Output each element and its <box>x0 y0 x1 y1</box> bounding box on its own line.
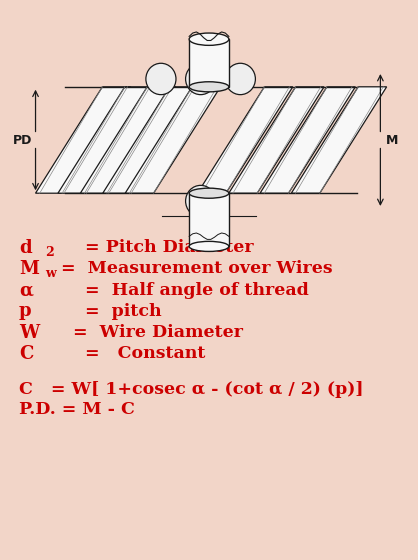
Ellipse shape <box>189 82 229 92</box>
Polygon shape <box>229 87 324 193</box>
Text: PD: PD <box>13 133 32 147</box>
Ellipse shape <box>189 33 229 45</box>
Ellipse shape <box>225 63 255 95</box>
Polygon shape <box>58 87 153 193</box>
Ellipse shape <box>186 63 216 95</box>
Bar <box>189 193 229 246</box>
Polygon shape <box>80 87 176 193</box>
Text: w: w <box>45 267 56 281</box>
Text: =  Half angle of thread: = Half angle of thread <box>61 282 308 298</box>
Ellipse shape <box>146 63 176 95</box>
Text: C: C <box>19 345 33 363</box>
Polygon shape <box>36 87 131 193</box>
Text: W: W <box>202 197 216 210</box>
Text: = Pitch Diameter: = Pitch Diameter <box>61 239 253 256</box>
Text: =  pitch: = pitch <box>61 303 161 320</box>
Bar <box>189 39 229 87</box>
Text: M: M <box>19 260 39 278</box>
Ellipse shape <box>189 241 229 251</box>
Text: α: α <box>19 281 33 299</box>
Text: P.D. = M - C: P.D. = M - C <box>19 402 135 418</box>
Text: d: d <box>19 239 31 256</box>
Ellipse shape <box>189 188 229 198</box>
Text: W: W <box>19 324 39 342</box>
Polygon shape <box>103 87 198 193</box>
Polygon shape <box>125 87 221 193</box>
Text: M: M <box>385 133 398 147</box>
Text: C   = W[ 1+cosec α - (cot α / 2) (p)]: C = W[ 1+cosec α - (cot α / 2) (p)] <box>19 381 363 398</box>
Text: p: p <box>19 302 31 320</box>
Text: =  Measurement over Wires: = Measurement over Wires <box>61 260 332 277</box>
Polygon shape <box>260 87 355 193</box>
Ellipse shape <box>186 185 216 217</box>
Text: 2: 2 <box>45 246 54 259</box>
Polygon shape <box>291 87 387 193</box>
Polygon shape <box>197 87 293 193</box>
Text: =   Constant: = Constant <box>61 346 205 362</box>
Text: =  Wire Diameter: = Wire Diameter <box>61 324 242 341</box>
